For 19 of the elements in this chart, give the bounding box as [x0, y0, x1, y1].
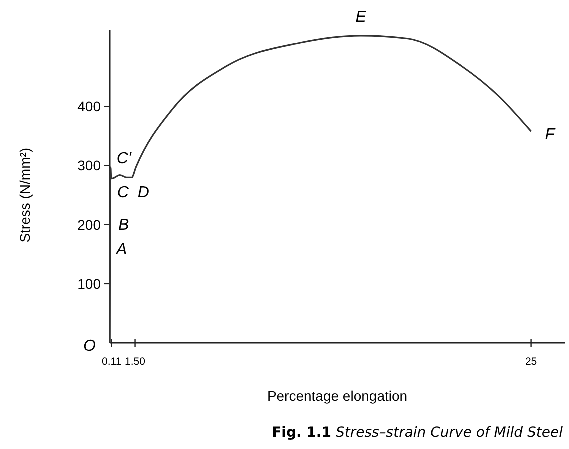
x-axis-title: Percentage elongation [267, 388, 408, 404]
line-series [109, 35, 532, 344]
annotation: D [138, 184, 150, 202]
annotation: C [117, 184, 130, 202]
annotation: B [118, 216, 130, 234]
annotation: O [84, 338, 96, 355]
annotation: C′ [116, 150, 132, 168]
annotation: E [356, 8, 367, 26]
text: Fig. 1.1 Stress–strain Curve of Mild Steel [272, 425, 564, 441]
x-tick-label: 25 [525, 356, 538, 368]
annotation: A [116, 242, 128, 259]
y-tick-label: 100 [78, 276, 102, 292]
annotation: F [545, 126, 556, 144]
x-tick-label: 0.11 [102, 356, 122, 368]
y-tick-label: 300 [78, 158, 102, 174]
y-axis-title: Stress (N/mm²) [17, 148, 33, 243]
x-tick-label: 1.50 [125, 356, 146, 368]
y-tick-label: 400 [78, 98, 102, 115]
y-tick-label: 200 [78, 216, 102, 233]
